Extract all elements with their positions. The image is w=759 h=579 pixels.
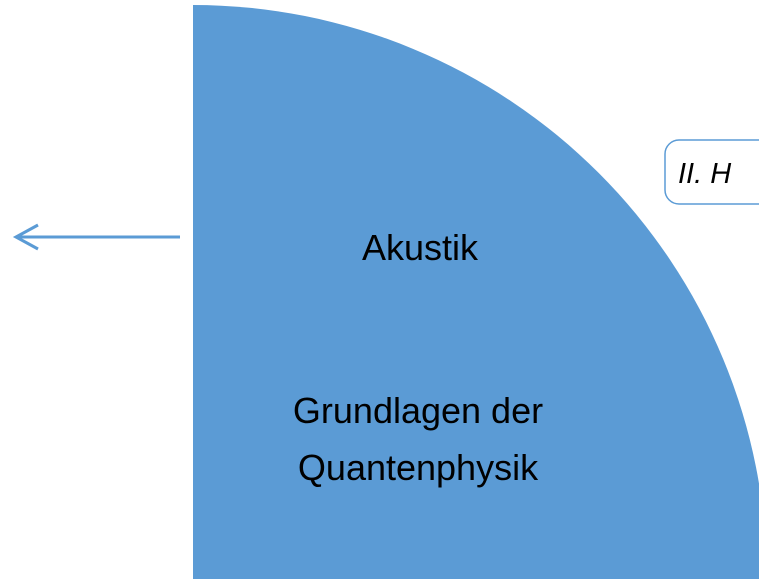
sector-bottom-label-1: Grundlagen der [293,390,543,431]
quarter-sector [193,5,759,579]
arrow-head [12,223,39,251]
canvas: II. H Akustik Grundlagen der Quantenphys… [12,5,759,579]
label-box [664,139,759,205]
box-label: II. H [678,158,731,190]
sector-bottom-label-2: Quantenphysik [298,447,539,488]
sector-top-label: Akustik [362,227,479,268]
